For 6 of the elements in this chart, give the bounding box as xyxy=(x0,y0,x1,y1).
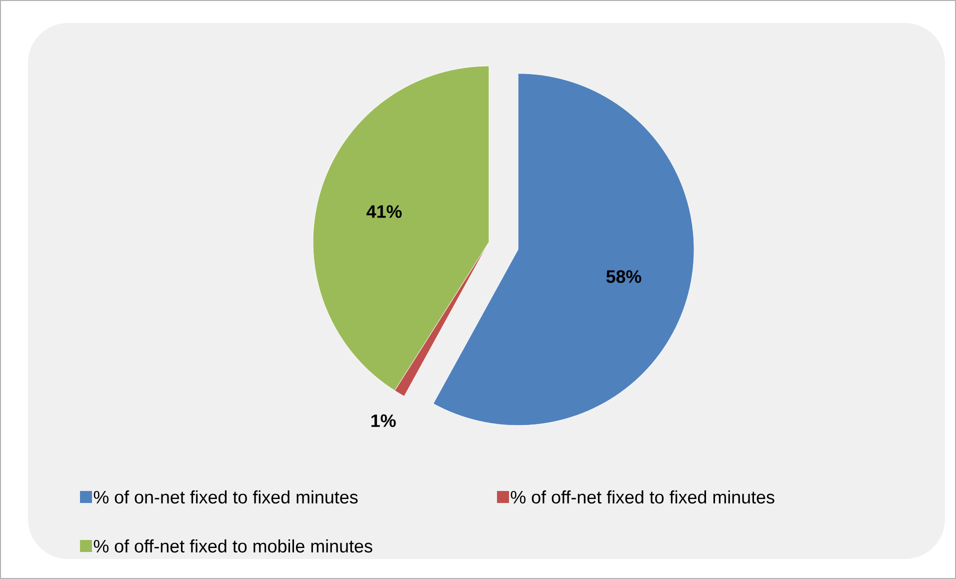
data-label: 41% xyxy=(366,205,402,218)
data-label: 1% xyxy=(371,414,396,428)
legend-label: % of on-net fixed to fixed minutes xyxy=(94,490,358,504)
legend-label: % of off-net fixed to mobile minutes xyxy=(94,539,372,553)
data-label: 58% xyxy=(606,270,642,283)
legend-label: % of off-net fixed to fixed minutes xyxy=(510,490,774,504)
